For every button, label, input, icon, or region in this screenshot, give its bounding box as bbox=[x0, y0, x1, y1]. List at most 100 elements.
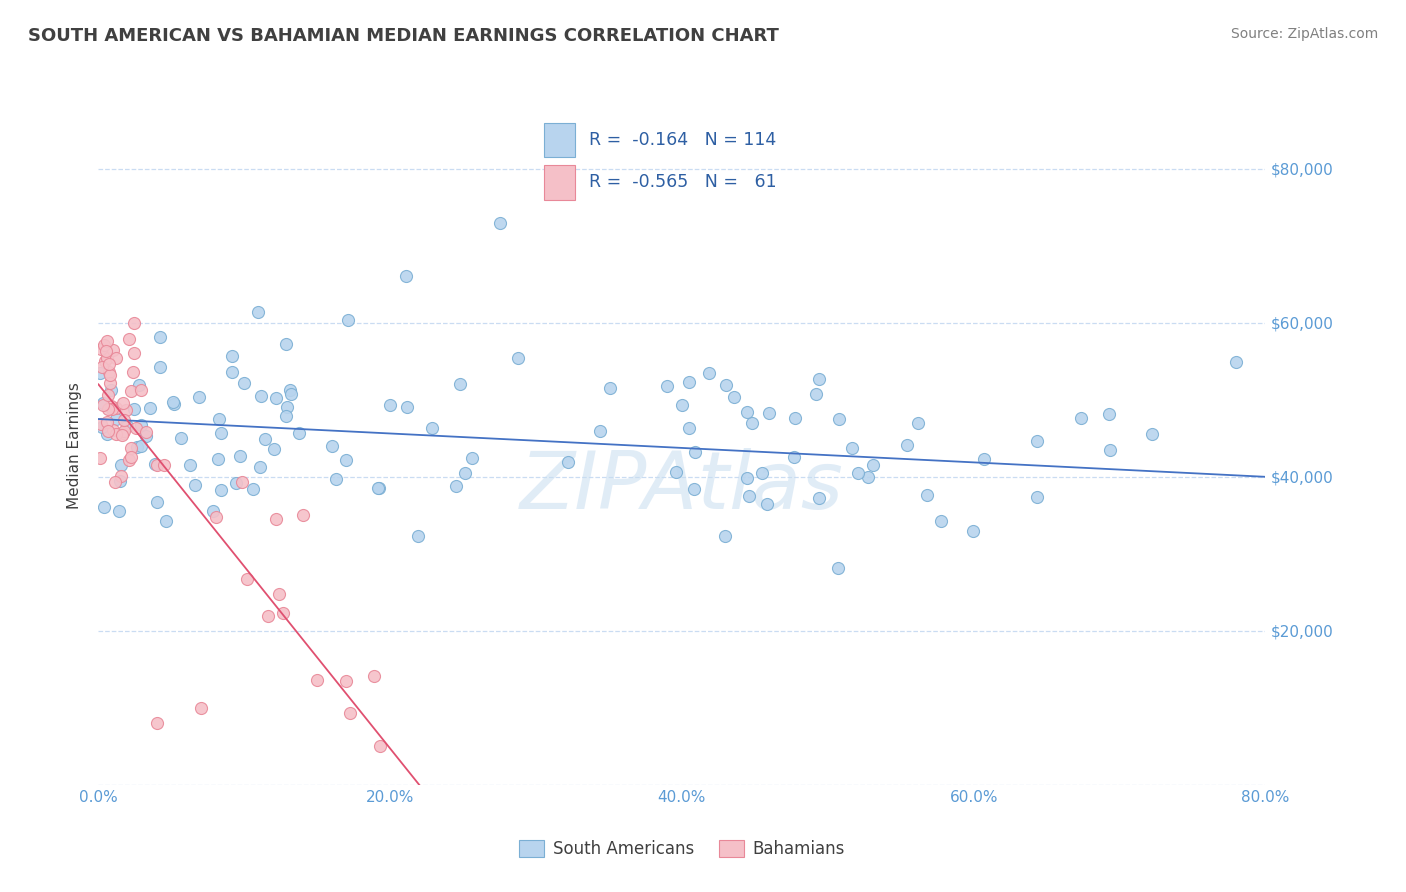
Point bbox=[307, 673, 329, 688]
Point bbox=[108, 474, 131, 488]
Point bbox=[201, 504, 224, 518]
Point bbox=[808, 491, 831, 506]
Point bbox=[100, 383, 122, 397]
Point bbox=[100, 402, 122, 417]
Point bbox=[104, 351, 127, 366]
Point bbox=[449, 376, 471, 391]
Point bbox=[98, 368, 121, 383]
Point bbox=[1026, 490, 1049, 504]
Text: Source: ZipAtlas.com: Source: ZipAtlas.com bbox=[1230, 27, 1378, 41]
Point bbox=[162, 395, 184, 409]
Point bbox=[94, 344, 117, 359]
Point bbox=[291, 508, 314, 523]
Point bbox=[506, 351, 529, 365]
Point bbox=[91, 395, 114, 409]
Point bbox=[104, 412, 127, 426]
Point bbox=[738, 489, 761, 503]
Point bbox=[599, 381, 621, 395]
Point bbox=[93, 500, 115, 514]
Point bbox=[380, 398, 402, 412]
Point bbox=[907, 417, 929, 431]
Point bbox=[209, 483, 232, 497]
Legend: South Americans, Bahamians: South Americans, Bahamians bbox=[513, 833, 851, 864]
Point bbox=[1098, 407, 1121, 421]
Point bbox=[110, 469, 132, 483]
Point bbox=[91, 398, 114, 412]
Point bbox=[105, 426, 128, 441]
Point bbox=[367, 481, 389, 495]
Point bbox=[124, 345, 146, 359]
Point bbox=[98, 365, 121, 379]
Point bbox=[96, 427, 118, 442]
Point bbox=[155, 514, 177, 528]
Point bbox=[207, 412, 229, 426]
Point bbox=[395, 400, 418, 414]
Point bbox=[263, 442, 285, 456]
Point bbox=[149, 360, 172, 375]
Point bbox=[735, 471, 758, 485]
Point bbox=[828, 412, 851, 426]
Point bbox=[96, 351, 118, 366]
Point bbox=[97, 388, 120, 402]
Y-axis label: Median Earnings: Median Earnings bbox=[67, 383, 83, 509]
Point bbox=[755, 497, 778, 511]
Point bbox=[368, 739, 391, 754]
Point bbox=[146, 716, 169, 731]
Point bbox=[367, 481, 389, 495]
Point bbox=[557, 455, 579, 469]
Point bbox=[112, 396, 135, 410]
Point bbox=[97, 401, 120, 416]
Point bbox=[274, 409, 297, 423]
Point bbox=[249, 389, 271, 403]
Point bbox=[266, 391, 288, 405]
Point bbox=[146, 458, 169, 472]
Point bbox=[112, 425, 135, 439]
Point bbox=[665, 465, 688, 479]
Point bbox=[325, 472, 347, 486]
Point bbox=[205, 509, 228, 524]
Point bbox=[118, 332, 141, 346]
Point bbox=[120, 441, 142, 455]
Point bbox=[91, 419, 114, 434]
Point bbox=[723, 390, 745, 404]
Point bbox=[104, 475, 127, 489]
Point bbox=[122, 365, 145, 379]
Point bbox=[100, 399, 122, 413]
Point bbox=[678, 375, 700, 389]
Point bbox=[1070, 410, 1092, 425]
Point bbox=[671, 399, 693, 413]
Point bbox=[229, 449, 252, 463]
Point bbox=[221, 365, 243, 379]
Point bbox=[122, 402, 145, 417]
Point bbox=[221, 349, 243, 363]
Point bbox=[115, 403, 138, 417]
Point bbox=[363, 669, 385, 683]
Text: SOUTH AMERICAN VS BAHAMIAN MEDIAN EARNINGS CORRELATION CHART: SOUTH AMERICAN VS BAHAMIAN MEDIAN EARNIN… bbox=[28, 27, 779, 45]
Point bbox=[271, 607, 294, 621]
Point bbox=[741, 416, 763, 430]
Point bbox=[100, 376, 122, 391]
Point bbox=[254, 432, 277, 446]
Point bbox=[135, 425, 157, 439]
Point bbox=[97, 424, 120, 438]
Point bbox=[207, 451, 229, 466]
Point bbox=[862, 458, 884, 473]
Point bbox=[225, 475, 247, 490]
Point bbox=[846, 466, 869, 480]
Point bbox=[461, 450, 484, 465]
Point bbox=[236, 572, 259, 586]
Point bbox=[697, 367, 720, 381]
Point bbox=[335, 673, 357, 688]
Point bbox=[122, 316, 145, 330]
Point bbox=[170, 431, 193, 445]
Point bbox=[280, 387, 302, 401]
Point bbox=[96, 334, 118, 348]
Point bbox=[589, 424, 612, 438]
Point bbox=[128, 377, 150, 392]
Point bbox=[124, 421, 146, 435]
Point bbox=[153, 458, 176, 472]
Point bbox=[231, 475, 253, 489]
Point bbox=[264, 512, 287, 526]
Point bbox=[808, 372, 831, 386]
Point bbox=[420, 421, 443, 435]
